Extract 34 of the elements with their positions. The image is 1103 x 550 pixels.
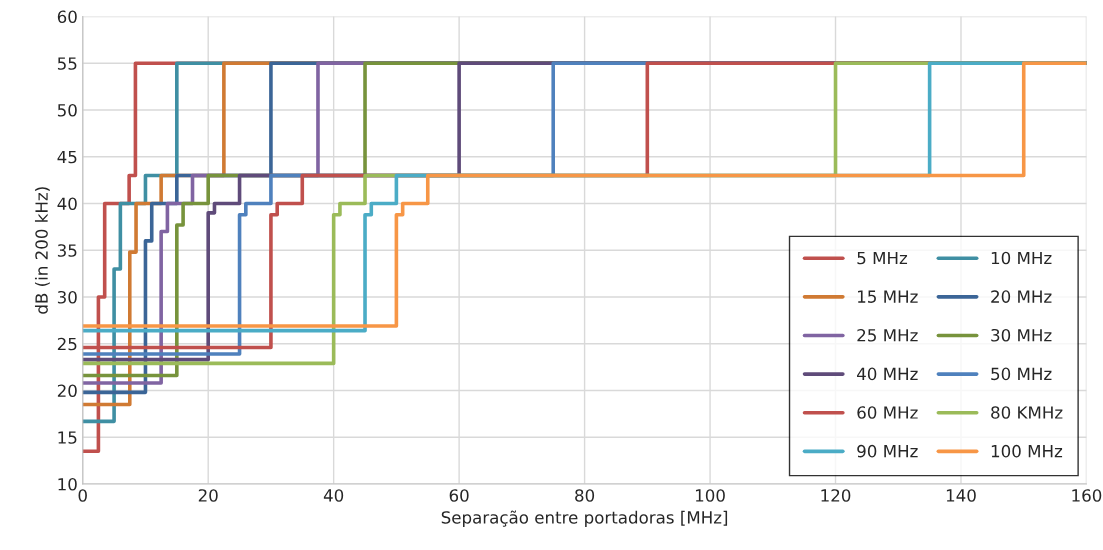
x-tick-label: 20 [198, 489, 218, 502]
y-tick-label: 45 [57, 150, 77, 164]
x-tick-label: 80 [575, 489, 595, 502]
x-tick-label: 60 [449, 489, 469, 502]
y-tick-label: 15 [58, 431, 77, 444]
legend-label: 40 MHz [857, 367, 918, 381]
x-tick-label: 0 [78, 489, 87, 502]
y-tick-label: 25 [57, 337, 77, 351]
x-tick-label: 160 [1072, 489, 1102, 502]
legend-label: 15 MHz [858, 290, 918, 303]
x-tick-label: 100 [695, 489, 725, 502]
y-tick-label: 50 [57, 103, 77, 117]
y-axis-title: dB (in 200 kHz) [34, 187, 50, 314]
y-tick-label: 35 [57, 244, 77, 257]
legend-label: 25 MHz [857, 328, 918, 342]
legend-label: 80 KMHz [991, 406, 1063, 419]
legend-label: 60 MHz [857, 406, 918, 419]
legend-label: 20 MHz [991, 290, 1052, 303]
y-tick-label: 55 [57, 57, 77, 70]
y-tick-label: 40 [57, 197, 77, 211]
x-tick-label: 140 [946, 489, 976, 502]
y-tick-label: 20 [57, 384, 77, 398]
legend-label: 5 MHz [857, 251, 908, 265]
legend-label: 100 MHz [991, 444, 1063, 458]
x-tick-label: 40 [323, 489, 344, 502]
y-tick-label: 10 [58, 477, 77, 491]
legend-label: 50 MHz [991, 367, 1052, 381]
y-tick-label: 60 [57, 10, 77, 24]
legend-label: 90 MHz [857, 444, 918, 458]
x-tick-label: 120 [821, 489, 851, 502]
legend-label: 30 MHz [991, 328, 1052, 342]
x-axis-title: Separação entre portadoras [MHz] [441, 510, 728, 527]
y-tick-label: 30 [57, 290, 77, 304]
legend-label: 10 MHz [991, 251, 1052, 265]
